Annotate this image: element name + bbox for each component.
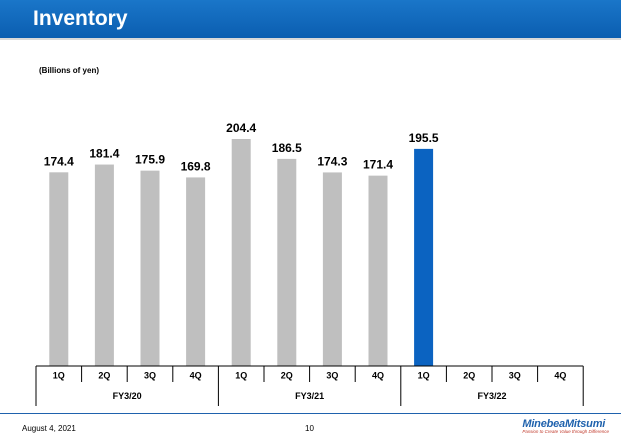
footer-divider bbox=[0, 413, 621, 414]
bar-7 bbox=[322, 172, 342, 366]
value-label-3: 175.9 bbox=[135, 153, 165, 167]
quarter-tick-label-10: 2Q bbox=[463, 371, 475, 381]
logo-name: MinebeaMitsumi bbox=[522, 418, 606, 430]
bar-1 bbox=[49, 172, 69, 366]
value-label-8: 171.4 bbox=[363, 158, 393, 172]
bar-2 bbox=[94, 164, 114, 366]
bar-6 bbox=[277, 158, 297, 366]
value-label-9: 195.5 bbox=[409, 131, 439, 145]
quarter-tick-label-9: 1Q bbox=[418, 371, 430, 381]
bar-4 bbox=[186, 177, 206, 366]
fiscal-year-label-2: FY3/21 bbox=[295, 391, 324, 401]
quarter-tick-label-6: 2Q bbox=[281, 371, 293, 381]
value-label-6: 186.5 bbox=[272, 141, 302, 155]
quarter-tick-label-12: 4Q bbox=[554, 371, 566, 381]
quarter-tick-label-4: 4Q bbox=[190, 371, 202, 381]
quarter-tick-label-2: 2Q bbox=[98, 371, 110, 381]
company-logo: MinebeaMitsumi Passion to Create Value t… bbox=[522, 418, 609, 434]
value-label-5: 204.4 bbox=[226, 121, 256, 135]
value-label-2: 181.4 bbox=[89, 147, 119, 161]
quarter-tick-label-5: 1Q bbox=[235, 371, 247, 381]
logo-tagline: Passion to Create Value through Differen… bbox=[522, 429, 609, 434]
quarter-tick-label-3: 3Q bbox=[144, 371, 156, 381]
unit-label: (Billions of yen) bbox=[39, 66, 99, 75]
bar-8 bbox=[368, 175, 388, 366]
quarter-tick-label-7: 3Q bbox=[326, 371, 338, 381]
title-bar: Inventory bbox=[0, 0, 621, 40]
bar-9 bbox=[414, 148, 434, 366]
page-number: 10 bbox=[305, 424, 314, 433]
bar-3 bbox=[140, 170, 160, 366]
value-label-4: 169.8 bbox=[181, 159, 211, 173]
footer-date: August 4, 2021 bbox=[22, 424, 76, 433]
quarter-tick-label-11: 3Q bbox=[509, 371, 521, 381]
value-label-1: 174.4 bbox=[44, 154, 74, 168]
quarter-tick-label-8: 4Q bbox=[372, 371, 384, 381]
page-title: Inventory bbox=[33, 7, 128, 30]
quarter-tick-label-1: 1Q bbox=[53, 371, 65, 381]
bar-5 bbox=[231, 139, 251, 366]
fiscal-year-label-3: FY3/22 bbox=[477, 391, 506, 401]
fiscal-year-label-1: FY3/20 bbox=[113, 391, 142, 401]
value-label-7: 174.3 bbox=[317, 154, 347, 168]
